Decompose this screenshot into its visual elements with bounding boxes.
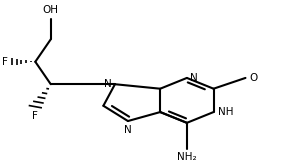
Text: N: N bbox=[124, 125, 132, 135]
Text: NH: NH bbox=[218, 107, 233, 117]
Text: O: O bbox=[249, 73, 257, 83]
Text: F: F bbox=[2, 57, 8, 67]
Text: OH: OH bbox=[43, 5, 59, 15]
Text: NH₂: NH₂ bbox=[177, 152, 197, 162]
Text: N: N bbox=[104, 79, 112, 89]
Text: F: F bbox=[32, 111, 38, 121]
Text: N: N bbox=[190, 73, 198, 83]
